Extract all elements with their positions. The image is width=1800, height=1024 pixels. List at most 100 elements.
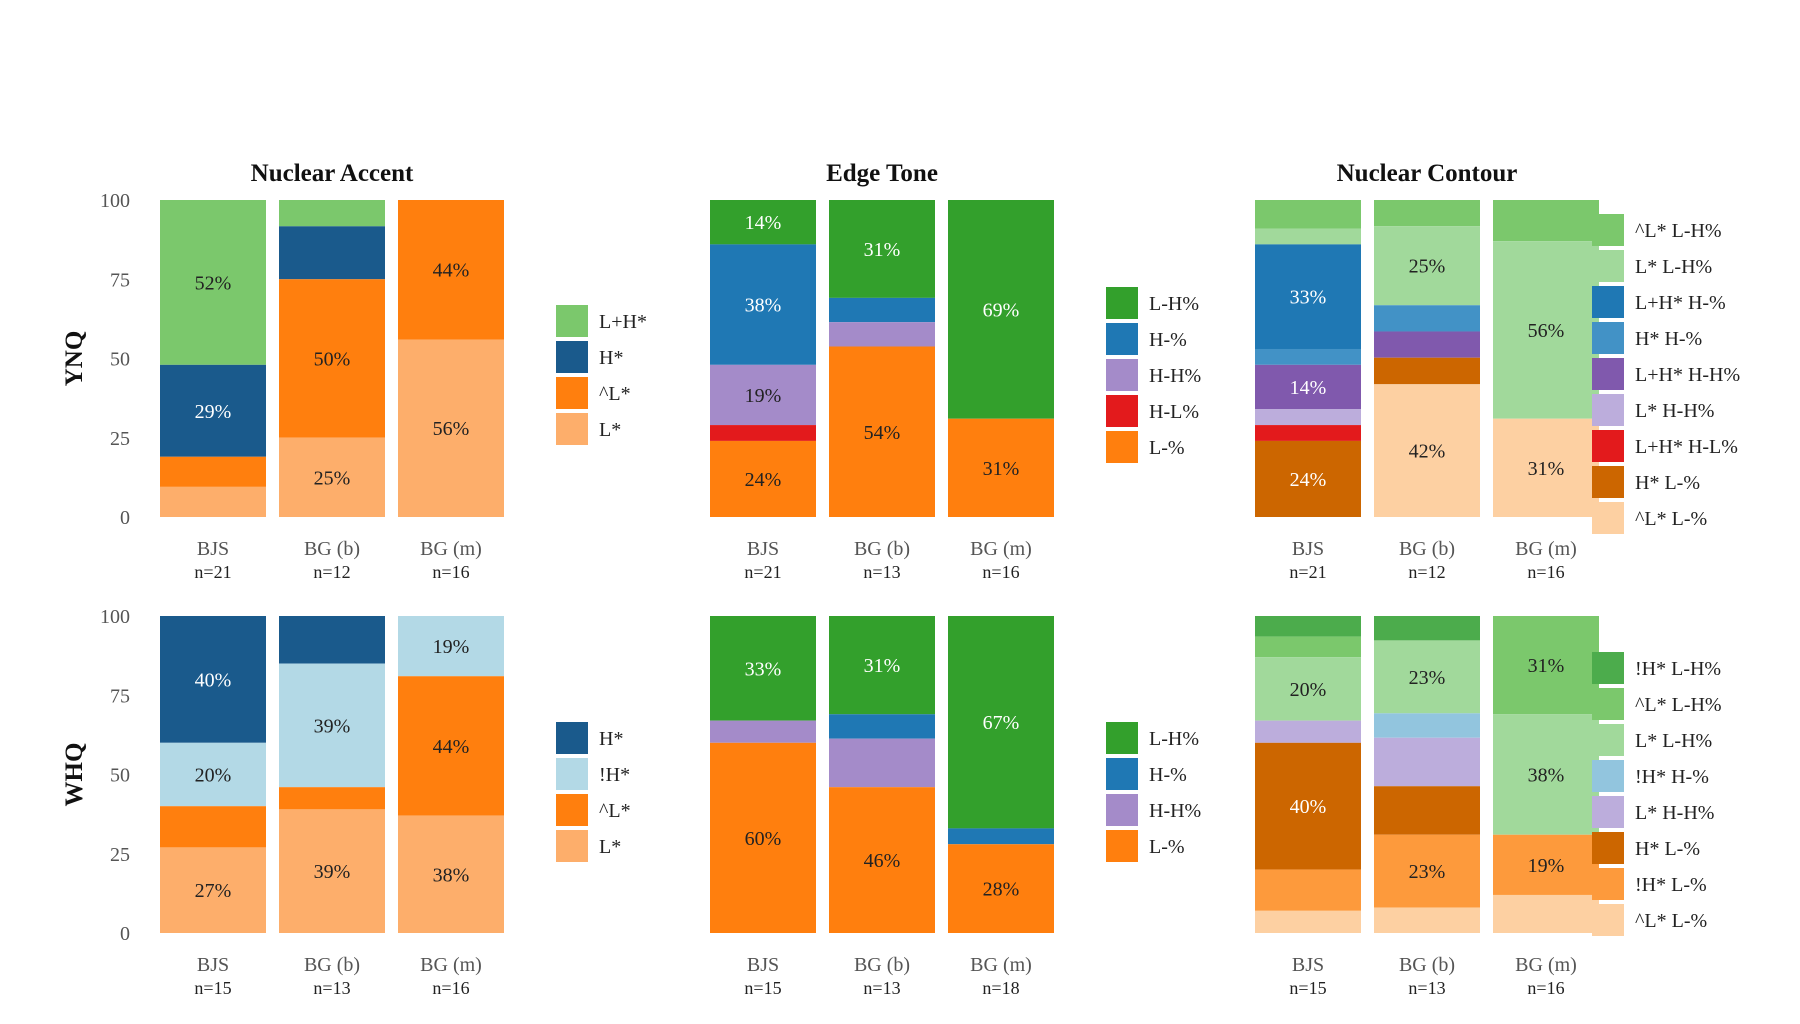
legend-swatch (1592, 322, 1624, 354)
sample-size-label: n=15 (1289, 978, 1326, 998)
bar-segment (1255, 657, 1361, 721)
legend-swatch (1592, 250, 1624, 282)
sample-size-label: n=21 (744, 562, 781, 582)
sample-size-label: n=21 (194, 562, 231, 582)
y-tick-label: 100 (100, 190, 130, 212)
bar-segment (398, 339, 504, 517)
bar-segment-label: 27% (195, 880, 232, 902)
bar-segment (1255, 616, 1361, 637)
y-tick-label: 75 (110, 685, 130, 707)
legend-swatch (1106, 722, 1138, 754)
legend-swatch (1592, 652, 1624, 684)
sample-size-label: n=16 (432, 562, 469, 582)
bar-segment-label: 23% (1409, 667, 1446, 689)
legend-swatch (1592, 688, 1624, 720)
bar-segment (948, 828, 1054, 845)
bar-segment (1493, 616, 1599, 715)
bar-segment (1374, 305, 1480, 332)
sample-size-label: n=15 (744, 978, 781, 998)
x-category-label: BJS (747, 538, 779, 560)
x-category-label: BJS (1292, 538, 1324, 560)
bar-segment-label: 20% (195, 765, 232, 787)
bar-segment-label: 67% (983, 712, 1020, 734)
bar-segment (1493, 834, 1599, 895)
bar-segment (279, 787, 385, 810)
bar-segment (1374, 713, 1480, 738)
legend-label: L+H* (599, 311, 647, 333)
bar-segment (710, 742, 816, 933)
legend-swatch (1592, 358, 1624, 390)
x-category-label: BG (b) (854, 954, 910, 976)
legend-swatch (556, 794, 588, 826)
row-label-whq: WHQ (61, 743, 88, 807)
bar-segment (1255, 244, 1361, 349)
bar-segment-label: 52% (195, 272, 232, 294)
bar-segment (948, 418, 1054, 517)
y-tick-label: 25 (110, 844, 130, 866)
legend-swatch (1592, 832, 1624, 864)
bar-segment-label: 38% (745, 295, 782, 317)
bar-segment (710, 200, 816, 245)
bar-segment (948, 200, 1054, 419)
legend-swatch (1592, 760, 1624, 792)
x-category-label: BG (m) (970, 538, 1032, 560)
bar-segment (1493, 200, 1599, 242)
bar-segment (710, 720, 816, 743)
legend-label: H-% (1149, 329, 1187, 351)
legend-label: ^L* L-% (1635, 910, 1707, 932)
bar-segment-label: 20% (1290, 679, 1327, 701)
legend-label: L+H* H-% (1635, 292, 1726, 314)
bar-segment (948, 616, 1054, 829)
bar-segment (279, 437, 385, 517)
y-tick-label: 0 (120, 923, 130, 945)
bar-segment (948, 844, 1054, 933)
x-category-label: BG (b) (1399, 954, 1455, 976)
bar-segment (160, 200, 266, 365)
x-category-label: BG (b) (854, 538, 910, 560)
bar-segment-label: 25% (1409, 256, 1446, 278)
legend-label: L+H* H-H% (1635, 364, 1740, 386)
bar-segment (398, 616, 504, 677)
bar-segment (829, 714, 935, 739)
legend-label: !H* H-% (1635, 766, 1709, 788)
bar-segment (1374, 331, 1480, 358)
bar-segment (1255, 425, 1361, 441)
sample-size-label: n=18 (982, 978, 1019, 998)
x-category-label: BJS (197, 538, 229, 560)
legend-swatch (1592, 286, 1624, 318)
bar-segment (160, 806, 266, 848)
legend-swatch (1106, 395, 1138, 427)
sample-size-label: n=16 (1527, 562, 1564, 582)
legend-label: !H* L-H% (1635, 658, 1721, 680)
legend-swatch (1592, 394, 1624, 426)
sample-size-label: n=12 (313, 562, 350, 582)
legend-swatch (1592, 430, 1624, 462)
bar-segment (1255, 720, 1361, 743)
bar-segment-label: 24% (745, 469, 782, 491)
sample-size-label: n=13 (313, 978, 350, 998)
bar-segment-label: 44% (433, 736, 470, 758)
legend-label: L+H* H-L% (1635, 436, 1738, 458)
bar-segment-label: 31% (1528, 655, 1565, 677)
legend-label: L* H-H% (1635, 400, 1714, 422)
legend-label: ^L* L-H% (1635, 220, 1722, 242)
bar-segment (279, 663, 385, 788)
bar-segment (160, 847, 266, 933)
legend-label: H* (599, 728, 623, 750)
bar-segment-label: 29% (195, 401, 232, 423)
legend-swatch (1592, 796, 1624, 828)
legend-swatch (556, 722, 588, 754)
x-category-label: BG (b) (304, 538, 360, 560)
legend-label: L* L-H% (1635, 256, 1712, 278)
bar-segment (279, 226, 385, 280)
bar-segment-label: 38% (433, 864, 470, 886)
bar-segment (829, 297, 935, 323)
bar-segment (1493, 418, 1599, 517)
bar-segment-label: 40% (195, 669, 232, 691)
bar-segment (1374, 786, 1480, 835)
y-tick-label: 50 (110, 349, 130, 371)
bar-segment (1374, 640, 1480, 714)
legend-swatch (1106, 359, 1138, 391)
bar-segment (829, 200, 935, 298)
